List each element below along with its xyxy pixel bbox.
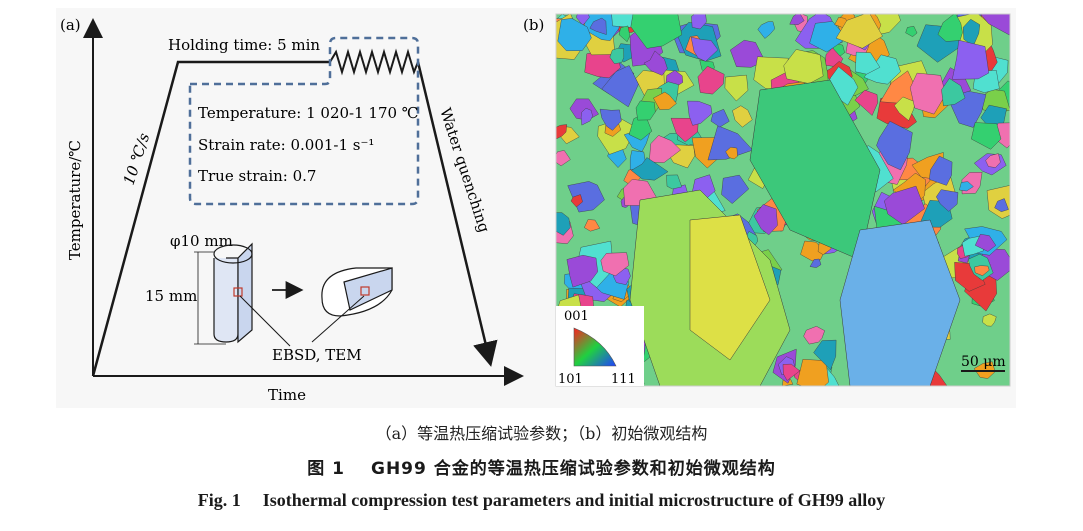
y-axis-label: Temperature/℃ [66, 140, 84, 260]
height-label: 15 mm [145, 287, 197, 305]
caption-cn-title: GH99 合金的等温热压缩试验参数和初始微观结构 [370, 459, 776, 479]
quench-curve [416, 61, 498, 367]
leader-line-1 [239, 295, 291, 347]
analysis-label: EBSD, TEM [272, 346, 362, 364]
figure-svg: (a) Temperature/℃ Time Holding time: 5 m… [60, 13, 1011, 404]
holding-time-label: Holding time: 5 min [168, 36, 320, 54]
caption-english: Fig. 1 Isothermal compression test parame… [0, 490, 1083, 511]
ipf-label-001: 001 [564, 309, 589, 324]
compressed-sample-icon [321, 267, 393, 317]
strain-rate-param: Strain rate: 0.001-1 s⁻¹ [198, 136, 374, 154]
panel-b-label: (b) [523, 16, 544, 34]
caption-en-title: Isothermal compression test parameters a… [262, 490, 886, 510]
panel-a-label: (a) [60, 16, 81, 34]
ipf-label-111: 111 [611, 372, 636, 387]
scale-bar-label: 50 μm [961, 354, 1006, 370]
ipf-triangle-icon [573, 327, 617, 367]
heating-hold-curve [91, 60, 330, 377]
cylinder-sample-icon [194, 242, 253, 345]
temperature-param: Temperature: 1 020-1 170 ℃ [198, 104, 419, 122]
true-strain-param: True strain: 0.7 [198, 167, 316, 185]
caption-chinese: 图 1 GH99 合金的等温热压缩试验参数和初始微观结构 [0, 454, 1083, 479]
ipf-label-101: 101 [558, 372, 583, 387]
caption-cn-number: 图 1 [307, 459, 345, 479]
heating-rate-label: 10 ℃/s [120, 131, 154, 188]
deformation-zigzag [329, 48, 419, 76]
parameter-box [188, 36, 420, 206]
x-axis-label: Time [268, 386, 306, 404]
leader-line-2 [311, 295, 365, 343]
caption-en-number: Fig. 1 [197, 490, 241, 510]
sub-caption: （a）等温热压缩试验参数；（b）初始微观结构 [375, 424, 708, 443]
diameter-label: φ10 mm [170, 232, 233, 250]
